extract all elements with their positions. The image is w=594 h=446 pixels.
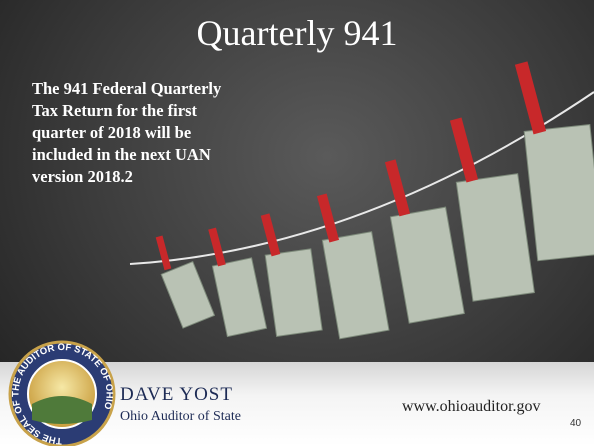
body-line: The 941 Federal Quarterly [32, 78, 221, 100]
page-number: 40 [570, 418, 581, 429]
bill [456, 174, 534, 301]
bill [524, 125, 594, 261]
footer: DAVE YOST Ohio Auditor of State www.ohio… [0, 362, 594, 446]
pin [385, 159, 410, 216]
pin [156, 236, 172, 271]
bill [390, 207, 464, 323]
pin [515, 61, 546, 134]
bills [161, 125, 594, 339]
website: www.ohioauditor.gov [402, 398, 541, 416]
body-line: included in the next UAN [32, 144, 221, 166]
pin [317, 194, 339, 243]
bill [322, 232, 389, 339]
body-line: Tax Return for the first [32, 100, 221, 122]
bill [212, 258, 266, 337]
body-line: quarter of 2018 will be [32, 122, 221, 144]
auditor-name: DAVE YOST [120, 384, 233, 406]
auditor-role: Ohio Auditor of State [120, 409, 241, 425]
bill [265, 249, 322, 337]
slide: Quarterly 941 The 941 Federal Quarterly … [0, 0, 594, 446]
pin [261, 213, 281, 256]
pin [208, 228, 226, 267]
slide-body: The 941 Federal Quarterly Tax Return for… [32, 78, 221, 188]
bill [161, 262, 214, 329]
slide-title: Quarterly 941 [0, 12, 594, 54]
body-line: version 2018.2 [32, 166, 221, 188]
